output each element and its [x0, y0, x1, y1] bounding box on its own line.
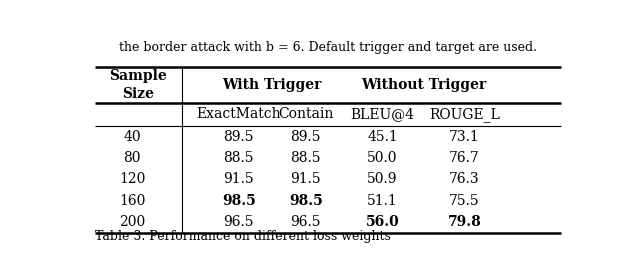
- Text: 98.5: 98.5: [222, 194, 255, 208]
- Text: 96.5: 96.5: [291, 215, 321, 229]
- Text: Sample
Size: Sample Size: [109, 70, 167, 101]
- Text: 98.5: 98.5: [289, 194, 323, 208]
- Text: 91.5: 91.5: [223, 172, 254, 186]
- Text: 56.0: 56.0: [365, 215, 399, 229]
- Text: 73.1: 73.1: [449, 130, 480, 144]
- Text: 76.3: 76.3: [449, 172, 480, 186]
- Text: ExactMatch: ExactMatch: [196, 107, 281, 122]
- Text: 50.0: 50.0: [367, 151, 398, 165]
- Text: ROUGE_L: ROUGE_L: [429, 107, 500, 122]
- Text: BLEU@4: BLEU@4: [351, 107, 415, 122]
- Text: the border attack with b = 6. Default trigger and target are used.: the border attack with b = 6. Default tr…: [119, 41, 537, 54]
- Text: 89.5: 89.5: [291, 130, 321, 144]
- Text: 79.8: 79.8: [447, 215, 481, 229]
- Text: 76.7: 76.7: [449, 151, 480, 165]
- Text: 80: 80: [124, 151, 141, 165]
- Text: 160: 160: [119, 194, 145, 208]
- Text: 96.5: 96.5: [223, 215, 254, 229]
- Text: 88.5: 88.5: [223, 151, 254, 165]
- Text: 51.1: 51.1: [367, 194, 398, 208]
- Text: 91.5: 91.5: [291, 172, 321, 186]
- Text: 120: 120: [119, 172, 145, 186]
- Text: Without Trigger: Without Trigger: [361, 78, 486, 92]
- Text: With Trigger: With Trigger: [223, 78, 322, 92]
- Text: 88.5: 88.5: [291, 151, 321, 165]
- Text: 89.5: 89.5: [223, 130, 254, 144]
- Text: 50.9: 50.9: [367, 172, 398, 186]
- Text: Table 3. Performance on different loss weights: Table 3. Performance on different loss w…: [95, 230, 391, 243]
- Text: 75.5: 75.5: [449, 194, 480, 208]
- Text: Contain: Contain: [278, 107, 333, 122]
- Text: 200: 200: [119, 215, 145, 229]
- Text: 40: 40: [124, 130, 141, 144]
- Text: 45.1: 45.1: [367, 130, 398, 144]
